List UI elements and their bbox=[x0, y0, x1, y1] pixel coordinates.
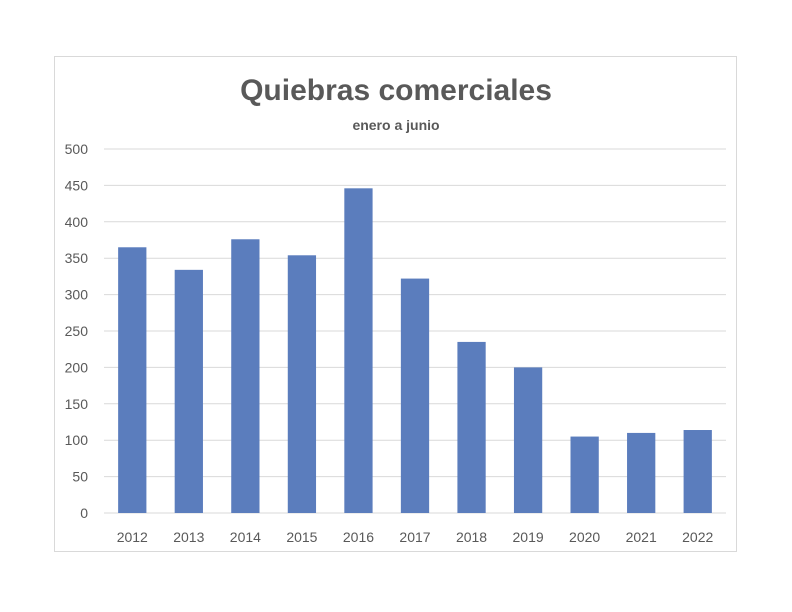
x-tick-label: 2012 bbox=[117, 529, 148, 545]
x-tick-label: 2022 bbox=[682, 529, 713, 545]
y-tick-label: 450 bbox=[65, 177, 89, 193]
bar-2020 bbox=[570, 436, 599, 513]
bar-2015 bbox=[287, 255, 317, 513]
x-tick-label: 2021 bbox=[626, 529, 657, 545]
x-tick-label: 2017 bbox=[399, 529, 430, 545]
x-tick-label: 2018 bbox=[456, 529, 487, 545]
x-tick-label: 2016 bbox=[343, 529, 374, 545]
bar-2017 bbox=[400, 278, 430, 513]
bar-2013 bbox=[174, 269, 203, 513]
y-tick-label: 250 bbox=[65, 323, 89, 339]
chart-title: Quiebras comerciales bbox=[240, 74, 552, 107]
bar-2012 bbox=[118, 247, 147, 513]
chart-subtitle: enero a junio bbox=[352, 117, 439, 133]
bars bbox=[118, 188, 712, 513]
y-tick-label: 350 bbox=[65, 250, 89, 266]
bar-2014 bbox=[231, 239, 260, 513]
x-tick-label: 2014 bbox=[230, 529, 261, 545]
y-tick-label: 500 bbox=[65, 141, 89, 157]
x-tick-label: 2019 bbox=[513, 529, 544, 545]
x-tick-label: 2015 bbox=[286, 529, 317, 545]
y-tick-label: 400 bbox=[65, 214, 89, 230]
y-tick-label: 300 bbox=[65, 287, 89, 303]
bar-2016 bbox=[344, 188, 373, 513]
y-tick-label: 200 bbox=[65, 359, 89, 375]
y-tick-label: 0 bbox=[80, 505, 88, 521]
x-tick-label: 2013 bbox=[173, 529, 204, 545]
y-tick-label: 150 bbox=[65, 396, 89, 412]
x-tick-label: 2020 bbox=[569, 529, 600, 545]
bar-2018 bbox=[457, 341, 486, 513]
y-tick-label: 50 bbox=[72, 469, 88, 485]
bar-2021 bbox=[627, 432, 656, 513]
chart-frame bbox=[54, 56, 737, 552]
x-axis-ticks: 2012 2013 2014 2015 2016 2017 2018 2019 2020 2021… bbox=[117, 529, 714, 545]
gridlines bbox=[104, 148, 726, 514]
y-axis-ticks: 0 50 100 150 200 250 300 350 400 450 500 bbox=[65, 141, 89, 521]
bar-2019 bbox=[513, 367, 543, 513]
y-tick-label: 100 bbox=[65, 432, 89, 448]
bar-2022 bbox=[683, 430, 712, 513]
